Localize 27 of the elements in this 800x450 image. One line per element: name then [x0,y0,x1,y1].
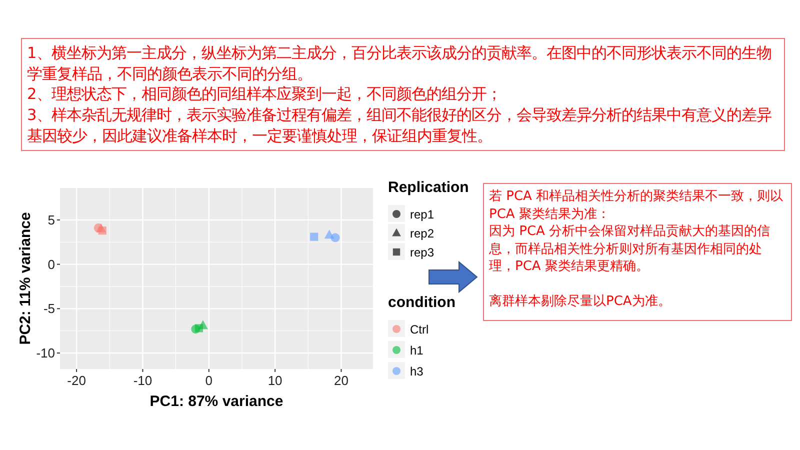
legend-label: h3 [410,364,424,378]
annotation: 离群样本剔除尽量以PCA为准。 [489,293,672,311]
text: rep1 [410,208,434,222]
point [98,226,106,235]
y-axis-title: PC2: 11% variance [17,212,34,345]
legend-label: Ctrl [410,322,429,336]
annotation: 1、横坐标为第一主成分，纵坐标为第二主成分，百分比表示该成分的贡献率。在图中的不同形状表示不同的生物学重复样品，不同的颜色表示不同的分组。 2、理想状态下，相同颜色的同组样本应聚到一起，不同颜色的组分开； 3、样本杂乱无规律时，表示实验准备过程有偏差，组间不能很好的区分，会导致差异分析的结果中有意义的差异基因较少，因此建议准备样本时，一定要谨慎处理，保证组内重复性。 [27,43,773,146]
x-tick-label: -20 [67,373,86,388]
text: rep3 [410,246,434,260]
y-tick-label: -5 [43,301,55,316]
text: condition [388,294,456,311]
y-tick-label: 5 [48,212,55,228]
x-tick-label: 0 [205,373,213,388]
point [194,324,204,332]
point [324,230,334,239]
annotation: 若 PCA 和样品相关性分析的聚类结果不一致，则以 PCA 聚类结果为准： [489,188,784,224]
text: Replication [388,179,469,196]
y-tick-label: 0 [48,256,55,272]
y-tick-label: -10 [36,346,55,361]
annotation: 因为 PCA 分析中会保留对样品贡献大的基因的信息，而样品相关性分析则对所有基因作相同的处理，PCA 聚类结果更精确。 [489,223,772,276]
text: rep2 [410,226,434,240]
x-tick-label: 10 [268,373,282,388]
x-tick-label: -10 [133,373,152,388]
x-axis-title: PC1: 87% variance [150,393,284,410]
legend-label: h1 [410,344,424,358]
point [310,232,318,241]
x-tick-label: 20 [334,373,348,388]
